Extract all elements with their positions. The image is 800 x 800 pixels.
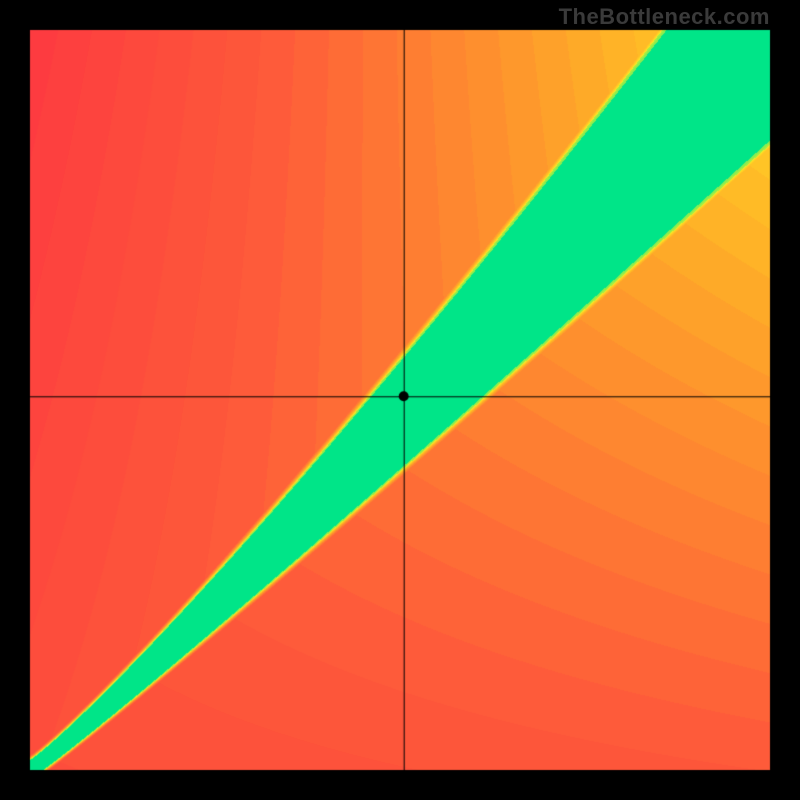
watermark-text: TheBottleneck.com: [559, 4, 770, 30]
heatmap-plot: [0, 0, 800, 800]
